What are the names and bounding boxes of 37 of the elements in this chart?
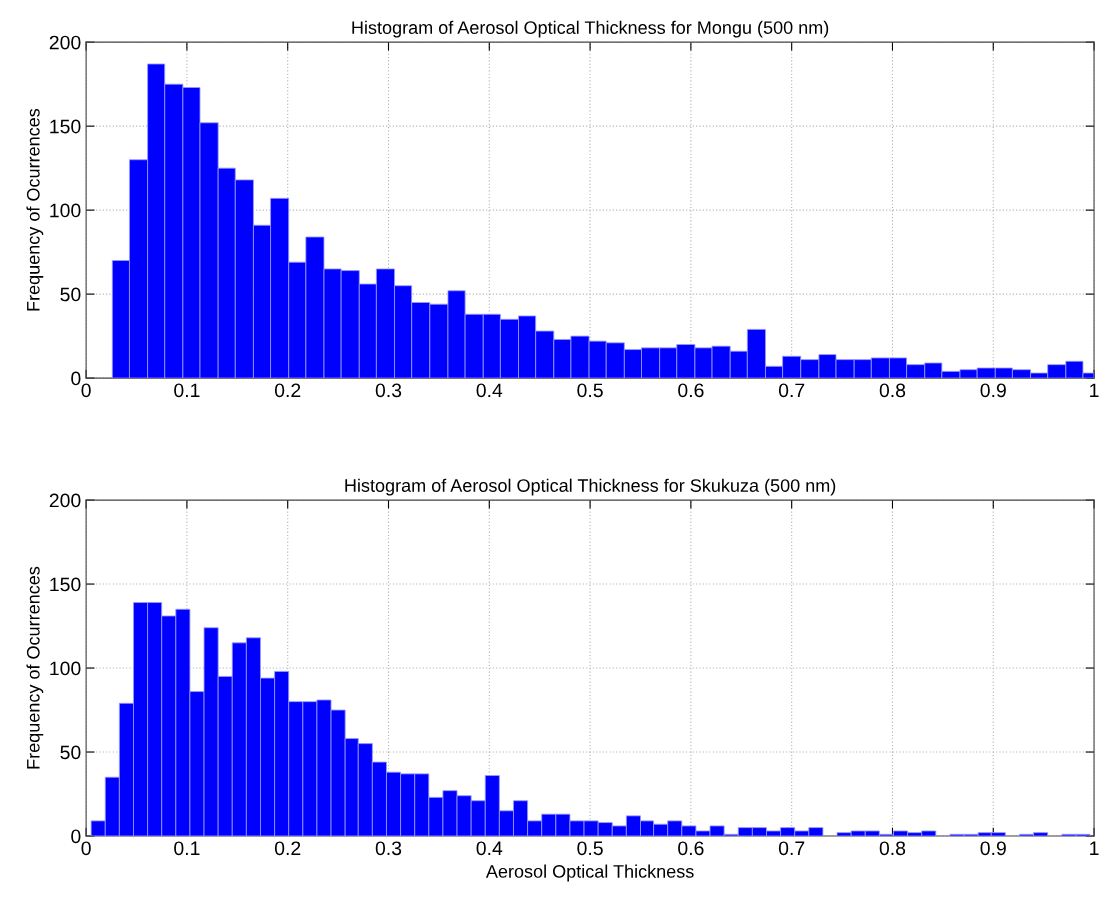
x-tick-label: 0 xyxy=(81,841,91,856)
y-tick-label: 0 xyxy=(71,829,81,844)
x-tick-label: 0.3 xyxy=(375,841,402,856)
y-tick-label: 50 xyxy=(60,745,81,760)
x-tick-label: 0.2 xyxy=(274,383,301,398)
x-tick-label: 0.7 xyxy=(778,841,805,856)
x-tick-label: 0.1 xyxy=(174,383,200,398)
x-tick-label: 0.7 xyxy=(778,383,805,398)
y-tick-label: 200 xyxy=(49,493,81,508)
y-tick-label: 0 xyxy=(71,371,81,386)
y-tick-label: 200 xyxy=(49,35,81,50)
x-tick-label: 0.4 xyxy=(476,841,503,856)
chart-title: Histogram of Aerosol Optical Thickness for Mongu (500 nm) xyxy=(352,20,829,38)
x-tick-label: 0.9 xyxy=(980,383,1006,398)
x-tick-label: 1 xyxy=(1090,841,1099,855)
y-axis-title: Frequency of Ocurrences xyxy=(26,566,44,769)
x-tick-label: 0.6 xyxy=(678,383,704,398)
x-tick-label: 1 xyxy=(1090,383,1099,398)
x-tick-label: 0.3 xyxy=(375,383,402,398)
x-tick-label: 0.2 xyxy=(274,841,301,856)
x-tick-label: 0.4 xyxy=(476,383,503,398)
x-tick-label: 0.6 xyxy=(678,841,704,856)
y-tick-label: 150 xyxy=(50,577,81,592)
y-axis-title: Frequency of Ocurrences xyxy=(26,108,44,311)
chart-title: Histogram of Aerosol Optical Thickness for Skukuza (500 nm) xyxy=(345,478,836,496)
y-tick-label: 150 xyxy=(50,119,81,134)
y-tick-label: 100 xyxy=(50,203,81,218)
x-axis-title: Aerosol Optical Thickness xyxy=(485,864,694,882)
y-tick-label: 100 xyxy=(50,661,81,676)
x-tick-label: 0.5 xyxy=(577,383,603,398)
x-tick-label: 0.5 xyxy=(577,841,603,856)
y-tick-label: 50 xyxy=(60,287,81,302)
x-tick-label: 0.9 xyxy=(980,841,1006,856)
x-tick-label: 0.8 xyxy=(879,383,906,398)
x-tick-label: 0.8 xyxy=(879,841,906,856)
x-tick-label: 0 xyxy=(81,383,91,398)
x-tick-label: 0.1 xyxy=(174,841,200,856)
